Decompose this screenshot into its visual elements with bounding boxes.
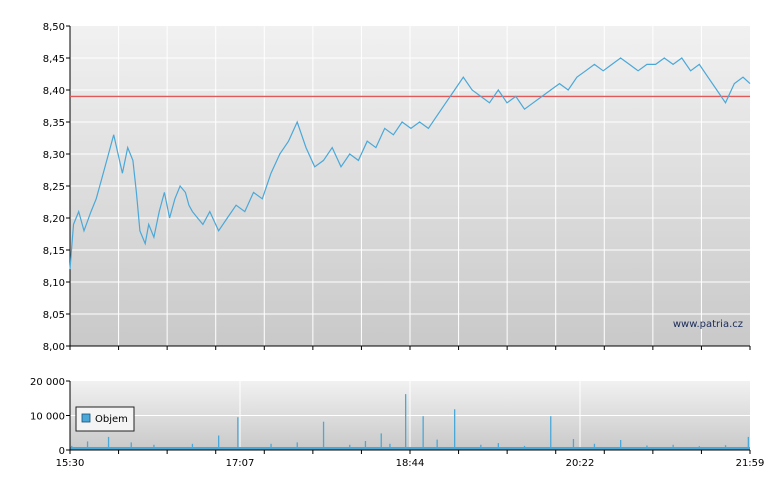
volume-x-tick-labels: 15:30 17:07 18:44 20:22 21:59 [56,450,765,469]
volume-bar [71,445,73,450]
volume-bar [349,444,351,450]
price-y-tick-label: 8,35 [43,118,65,129]
volume-bar [550,416,552,450]
volume-x-tick-label: 15:30 [56,458,85,469]
volume-bar [497,443,499,450]
price-y-tick-label: 8,30 [43,150,65,161]
price-y-tick-label: 8,05 [43,310,65,321]
legend-label: Objem [95,414,128,425]
volume-bar [698,446,700,450]
volume-bar [296,442,298,450]
volume-bars [70,394,750,450]
volume-y-tick-label: 10 000 [30,412,65,423]
price-y-tick-label: 8,40 [43,86,65,97]
volume-y-tick-label: 20 000 [30,377,65,388]
volume-bar [107,436,110,450]
volume-bar [747,436,749,450]
volume-bar [523,445,526,450]
volume-bar [724,445,727,450]
volume-bar [405,394,407,450]
price-panel: 8,50 8,45 8,40 8,35 8,30 8,25 8,20 8,15 8,10 8,05… [43,22,751,353]
watermark-text: www.patria.cz [673,319,743,330]
volume-bar [380,433,382,450]
volume-bar [436,439,438,450]
volume-bar [237,417,239,450]
volume-bar [153,444,155,450]
price-y-tick-label: 8,45 [43,54,65,65]
volume-legend: Objem [75,406,135,432]
price-x-tick-marks [69,346,751,350]
volume-bar [191,443,194,450]
price-y-tick-label: 8,10 [43,278,65,289]
volume-bar [389,443,391,450]
volume-bar [322,421,325,450]
volume-bar [218,435,220,450]
volume-bar [672,444,674,450]
volume-bar [364,441,367,450]
volume-bar [480,444,482,450]
price-grid [70,26,750,346]
price-y-tick-label: 8,25 [43,182,65,193]
price-y-tick-label: 8,50 [43,22,65,33]
price-y-tick-label: 8,15 [43,246,65,257]
volume-bar [620,440,622,450]
volume-x-tick-label: 17:07 [226,458,255,469]
volume-x-tick-label: 20:22 [566,458,595,469]
price-y-tick-labels: 8,50 8,45 8,40 8,35 8,30 8,25 8,20 8,15 8,10 8,05… [43,22,70,353]
volume-bar [86,441,89,450]
price-y-tick-label: 8,00 [43,342,65,353]
volume-bar [646,445,648,450]
volume-y-tick-label: 0 [59,446,65,457]
volume-x-tick-label: 21:59 [736,458,765,469]
volume-bar [593,443,596,450]
price-series-line [69,57,751,270]
volume-bar [422,416,424,450]
volume-bar [270,443,272,450]
legend-swatch [81,413,91,423]
volume-bar [454,409,456,450]
volume-baseline-strip [70,447,750,450]
volume-bar [572,439,575,450]
volume-grid [70,381,750,450]
volume-x-tick-label: 18:44 [396,458,425,469]
price-y-tick-label: 8,20 [43,214,65,225]
volume-bar [130,442,132,450]
volume-y-tick-labels: 20 000 10 000 0 [30,377,70,457]
